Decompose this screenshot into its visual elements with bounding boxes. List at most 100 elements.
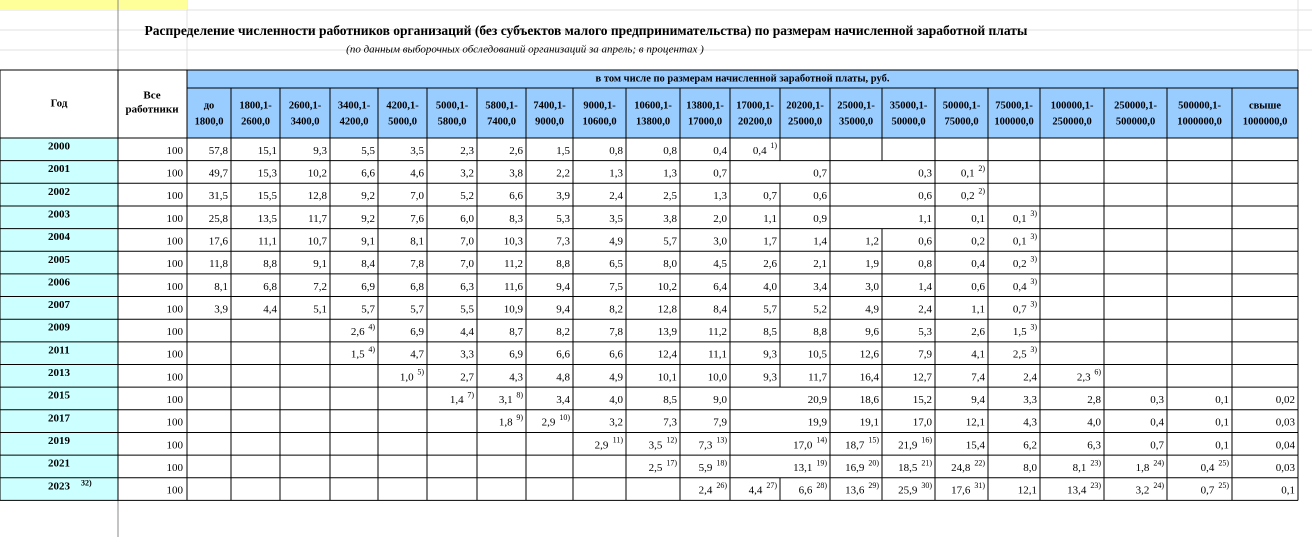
cell-value: 4,0 [763,281,777,293]
cell-note: 3) [1030,277,1037,286]
total: 100 [167,303,184,315]
total: 100 [167,281,184,293]
column-header: 25000,1- [837,100,875,111]
cell-value: 2,4 [609,190,623,202]
cell-value: 10,0 [708,371,728,383]
cell-value: 9,0 [713,394,727,406]
cell-value: 9,4 [556,303,570,315]
cell-value: 4,9 [609,371,623,383]
cell-value: 5,7 [763,303,777,315]
cell-value: 0,8 [918,258,932,270]
cell-value: 4,0 [609,394,623,406]
cell-value: 3,2 [1136,485,1150,497]
cell-value: 4,9 [865,303,879,315]
group-header: в том числе по размерам начисленной зара… [596,73,890,84]
cell-value: 4,6 [410,168,424,180]
total: 100 [167,462,184,474]
column-header: 35000,1- [890,100,928,111]
cell-value: 2,5 [663,190,677,202]
cell-value: 3,8 [509,168,523,180]
total: 100 [167,371,184,383]
cell-value: 0,4 [753,145,767,157]
cell-value: 1,4 [918,281,932,293]
total: 100 [167,394,184,406]
cell-value: 8,3 [509,213,523,225]
cell-note: 1) [770,141,777,150]
cell-note: 26) [716,481,727,490]
column-header: 10600,1- [634,100,672,111]
cell-value: 1,3 [609,168,623,180]
cell-value: 3,0 [713,235,727,247]
cell-note: 25) [1218,481,1229,490]
cell-value: 1,3 [663,168,677,180]
cell-value: 5,1 [313,303,327,315]
cell-note: 3) [1030,209,1037,218]
column-header: 2600,0 [241,116,270,127]
cell-note: 17) [666,458,677,467]
cell-value: 0,1 [961,168,975,180]
cell-value: 6,6 [556,349,570,361]
cell-value: 21,9 [898,439,918,451]
cell-value: 25,9 [898,485,918,497]
cell-value: 6,5 [609,258,623,270]
cell-value: 17,6 [951,485,971,497]
year: 2004 [48,231,71,243]
cell-value: 5,7 [410,303,424,315]
cell-value: 19,1 [860,417,879,429]
year: 2001 [48,163,70,175]
cell-note: 31) [974,481,985,490]
column-header: 9000,0 [535,116,564,127]
cell-value: 7,3 [699,439,713,451]
cell-value: 1,4 [450,394,464,406]
cell-value: 6,9 [509,349,523,361]
cell-value: 0,6 [918,190,932,202]
column-header: 500000,1- [1178,100,1221,111]
total: 100 [167,349,184,361]
cell-value: 2,6 [763,258,777,270]
cell-value: 13,4 [1067,485,1087,497]
cell-value: 0,8 [609,145,623,157]
cell-value: 4,4 [460,326,474,338]
cell-value: 2,1 [813,258,827,270]
cell-value: 4,1 [971,349,985,361]
cell-note: 24) [1153,458,1164,467]
cell-value: 10,5 [808,349,828,361]
cell-value: 8,5 [663,394,677,406]
cell-value: 4,8 [556,371,570,383]
cell-value: 12,6 [860,349,880,361]
column-header: 2600,1- [289,100,322,111]
cell-value: 0,3 [918,168,932,180]
cell-value: 9,2 [361,213,375,225]
year: 2009 [48,322,71,334]
total: 100 [167,190,184,202]
cell-value: 6,3 [460,281,474,293]
cell-value: 6,6 [509,190,523,202]
cell-note: 11) [613,436,624,445]
year: 2007 [48,299,71,311]
column-header: 75000,1- [995,100,1033,111]
year: 2000 [48,141,71,153]
cell-value: 6,9 [361,281,375,293]
column-header: 4200,0 [340,116,369,127]
column-header: 3400,0 [291,116,320,127]
column-header: до [204,100,215,111]
cell-value: 8,7 [509,326,523,338]
cell-note: 8) [516,390,523,399]
cell-note: 19) [816,458,827,467]
cell-value: 5,7 [361,303,375,315]
cell-value: 9,3 [763,349,777,361]
cell-value: 0,7 [1150,439,1164,451]
column-header: 13800,0 [636,116,670,127]
cell-value: 7,6 [410,213,424,225]
cell-value: 18,5 [898,462,918,474]
selected-cell [0,0,187,10]
cell-value: 11,6 [504,281,523,293]
cell-value: 6,8 [263,281,277,293]
cell-value: 1,0 [400,371,414,383]
cell-value: 4,3 [509,371,523,383]
column-header: 1000000,0 [1177,116,1222,127]
cell-value: 9,4 [971,394,985,406]
cell-value: 0,02 [1276,394,1295,406]
cell-note: 10) [559,413,570,422]
cell-value: 11,2 [708,326,727,338]
